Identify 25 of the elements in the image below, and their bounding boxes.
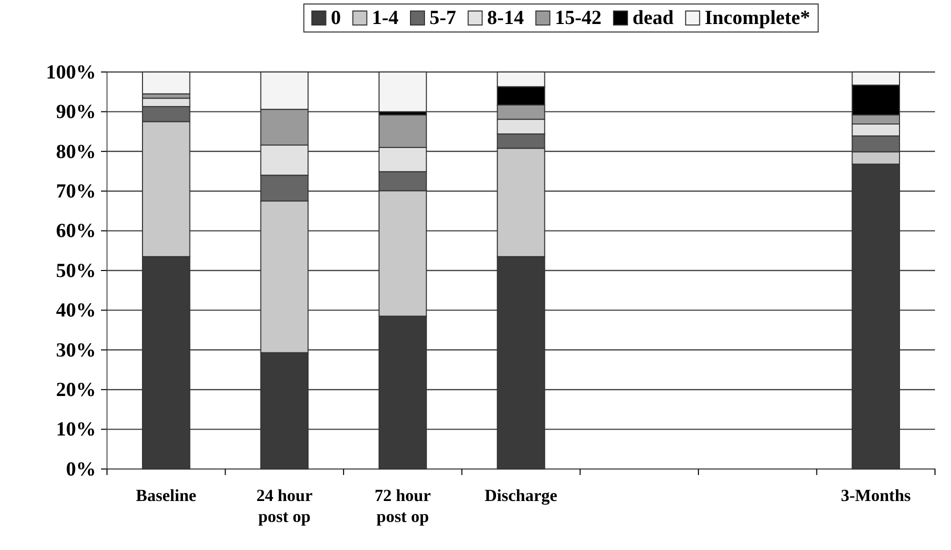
y-tick-label: 90% xyxy=(56,101,96,124)
x-tick-label: 3-Months xyxy=(840,486,912,505)
legend-label: Incomplete* xyxy=(704,7,810,29)
bar xyxy=(378,72,427,112)
y-tick-label: 30% xyxy=(56,339,96,362)
y-tick-label: 70% xyxy=(56,180,96,202)
legend-label: 15-42 xyxy=(554,7,602,29)
x-tick-label: Baseline xyxy=(136,486,197,505)
x-tick-label: Discharge xyxy=(484,486,558,505)
y-tick-label: 100% xyxy=(46,61,96,84)
legend-label: 5-7 xyxy=(429,7,456,29)
x-tick-label: 24 hour post op xyxy=(256,486,313,526)
y-tick-label: 60% xyxy=(56,220,96,242)
bar xyxy=(142,72,190,94)
x-tick-label: 72 hour post op xyxy=(374,486,432,526)
legend-label: 8-14 xyxy=(487,7,524,29)
legend-label: 1-4 xyxy=(372,7,398,29)
y-tick-label: 0% xyxy=(66,458,96,480)
legend-label: dead xyxy=(632,7,674,29)
y-tick-label: 80% xyxy=(56,140,96,163)
legend-label: 0 xyxy=(330,7,341,29)
y-tick-label: 20% xyxy=(56,379,96,401)
y-tick-label: 40% xyxy=(56,300,96,322)
y-tick-label: 10% xyxy=(56,418,96,441)
y-tick-label: 50% xyxy=(56,260,96,282)
